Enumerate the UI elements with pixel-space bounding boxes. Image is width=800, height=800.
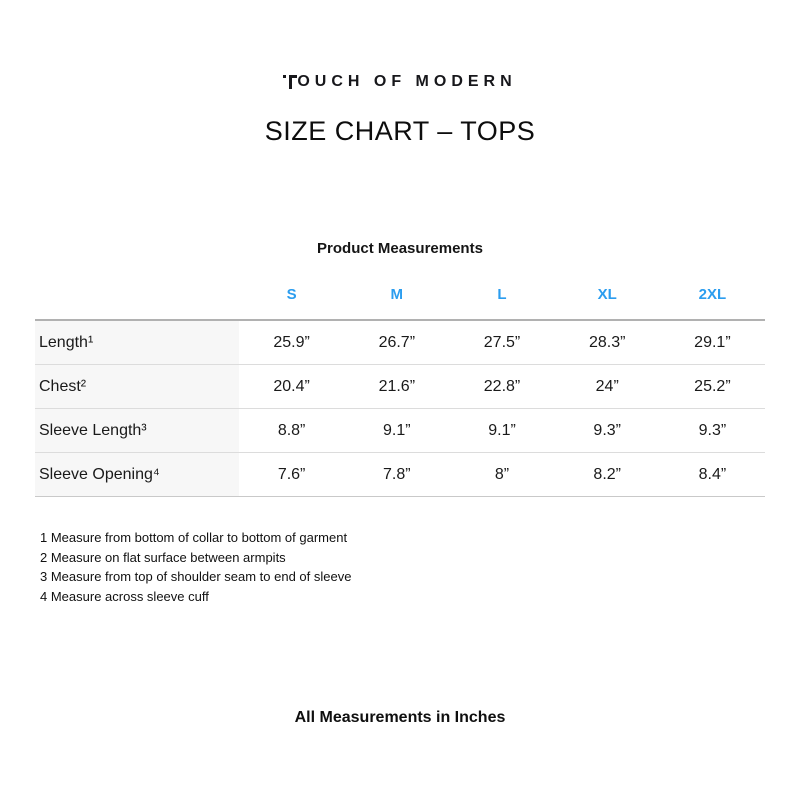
cell-chest-m: 21.6” — [378, 377, 416, 395]
footnote-4: 4 Measure across sleeve cuff — [40, 588, 209, 604]
column-header-xl: XL — [597, 286, 617, 303]
cell-sleeve-opening-xl: 8.2” — [593, 465, 621, 483]
row-label-length: Length¹ — [35, 321, 239, 364]
footnote-2: 2 Measure on flat surface between armpit… — [40, 549, 286, 565]
row-label-sleeve-opening: Sleeve Opening⁴ — [35, 453, 239, 496]
table-row-length: Length¹ 25.9” 26.7” 27.5” 28.3” 29.1” — [35, 321, 765, 364]
footnotes: 1 Measure from bottom of collar to botto… — [40, 528, 800, 606]
table-caption: Product Measurements — [317, 240, 483, 257]
brand-logo: OUCH OF MODERN — [0, 0, 800, 94]
cell-sleeve-opening-s: 7.6” — [277, 465, 306, 483]
cell-sleeve-opening-l: 8” — [494, 465, 510, 483]
cell-chest-s: 20.4” — [273, 377, 310, 395]
cell-chest-2xl: 25.2” — [694, 377, 731, 395]
cell-sleeve-length-l: 9.1” — [488, 421, 516, 439]
cell-length-l: 27.5” — [483, 333, 521, 351]
size-table: S M L XL 2XL Length¹ 25.9” 26.7” 27.5” 2… — [35, 286, 765, 497]
cell-sleeve-opening-m: 7.8” — [383, 465, 411, 483]
size-column-header-row: S M L XL 2XL — [35, 286, 765, 319]
cell-length-m: 26.7” — [378, 333, 416, 351]
table-row-chest: Chest² 20.4” 21.6” 22.8” 24” 25.2” — [35, 364, 765, 408]
row-label-chest: Chest² — [35, 365, 239, 408]
units-note: All Measurements in Inches — [294, 709, 506, 726]
column-header-m: M — [390, 286, 404, 303]
cell-chest-l: 22.8” — [483, 377, 521, 395]
table-body: Length¹ 25.9” 26.7” 27.5” 28.3” 29.1” Ch… — [35, 319, 765, 497]
row-label-sleeve-length: Sleeve Length³ — [35, 409, 239, 452]
brand-t-mark-icon — [283, 75, 297, 89]
cell-sleeve-length-m: 9.1” — [383, 421, 411, 439]
cell-chest-xl: 24” — [595, 377, 619, 395]
column-header-l: L — [497, 286, 507, 303]
cell-sleeve-opening-2xl: 8.4” — [698, 465, 727, 483]
cell-length-xl: 28.3” — [588, 333, 626, 351]
footnote-1: 1 Measure from bottom of collar to botto… — [40, 530, 348, 545]
footnote-3: 3 Measure from top of shoulder seam to e… — [40, 569, 352, 584]
cell-length-s: 25.9” — [273, 333, 310, 351]
cell-sleeve-length-s: 8.8” — [277, 421, 306, 439]
table-row-sleeve-opening: Sleeve Opening⁴ 7.6” 7.8” 8” 8.2” 8.4” — [35, 452, 765, 496]
page-title: SIZE CHART – TOPS — [264, 116, 536, 146]
cell-sleeve-length-2xl: 9.3” — [698, 421, 727, 439]
brand-name-text: OUCH OF MODERN — [297, 73, 517, 90]
table-row-sleeve-length: Sleeve Length³ 8.8” 9.1” 9.1” 9.3” 9.3” — [35, 408, 765, 452]
column-header-s: S — [286, 286, 297, 303]
cell-sleeve-length-xl: 9.3” — [593, 421, 621, 439]
header-spacer — [35, 286, 239, 303]
cell-length-2xl: 29.1” — [694, 333, 731, 351]
column-header-2xl: 2XL — [698, 286, 727, 303]
